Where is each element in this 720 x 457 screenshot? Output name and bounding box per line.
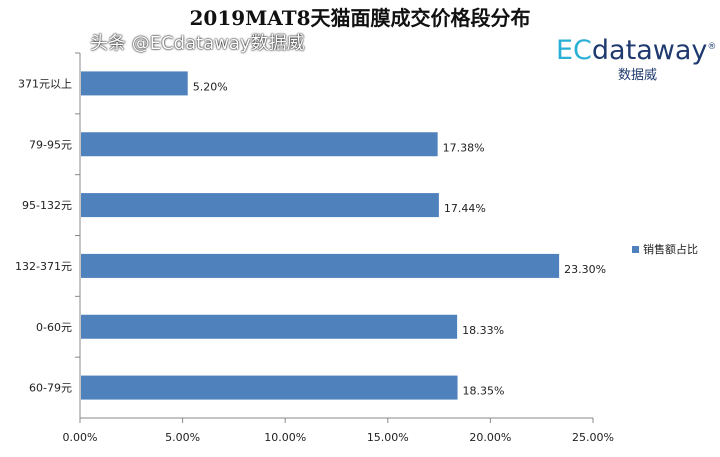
legend-label: 销售额占比 xyxy=(643,243,698,256)
x-tick-label: 10.00% xyxy=(264,431,306,444)
data-label: 17.44% xyxy=(444,202,486,215)
watermark: 头条 @ECdataway数据威 xyxy=(90,33,305,54)
bar xyxy=(81,314,458,339)
category-label: 95-132元 xyxy=(22,199,72,212)
logo-rest: dataway xyxy=(591,35,708,66)
data-label: 23.30% xyxy=(564,263,606,276)
legend: 销售额占比 xyxy=(632,241,698,257)
legend-swatch xyxy=(632,245,639,253)
category-label: 60-79元 xyxy=(29,382,72,395)
bar xyxy=(81,375,458,400)
bar xyxy=(81,253,560,278)
x-tick-label: 25.00% xyxy=(572,431,614,444)
ecdataway-logo: ECdataway® 数据威 xyxy=(556,32,717,84)
category-label: 0-60元 xyxy=(36,321,72,334)
logo-cn: 数据威 xyxy=(618,68,658,83)
chart-title: 2019MAT8天猫面膜成交价格段分布 xyxy=(189,6,531,30)
logo-prefix: EC xyxy=(556,35,592,66)
category-label: 79-95元 xyxy=(29,138,72,151)
data-label: 18.33% xyxy=(462,324,504,337)
data-label: 18.35% xyxy=(463,385,505,398)
category-label: 371元以上 xyxy=(18,77,72,90)
x-tick-label: 20.00% xyxy=(469,431,511,444)
x-tick-label: 5.00% xyxy=(165,431,200,444)
category-label: 132-371元 xyxy=(15,260,72,273)
data-label: 17.38% xyxy=(443,141,485,154)
bar xyxy=(81,193,439,218)
data-label: 5.20% xyxy=(193,80,228,93)
logo-reg: ® xyxy=(707,42,717,52)
bar xyxy=(81,132,438,157)
x-tick-label: 15.00% xyxy=(367,431,409,444)
x-tick-label: 0.00% xyxy=(63,431,98,444)
bar xyxy=(81,71,188,96)
